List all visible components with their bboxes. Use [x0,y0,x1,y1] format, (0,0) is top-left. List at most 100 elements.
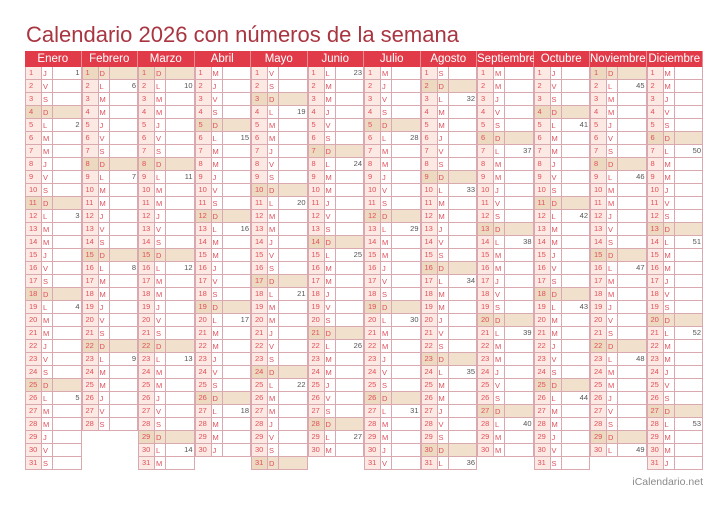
weekday-cell [493,405,504,417]
day-number: 31 [25,457,41,469]
day-row: 5 [590,119,647,132]
week-number: 12 [165,262,195,274]
day-row: 3 [81,93,138,106]
day-row: 13 [420,223,477,236]
day-number: 11 [307,197,324,209]
week-number [108,132,138,144]
day-number: 21 [533,327,550,339]
day-row: 1 [194,67,251,80]
month-header: Febrero [81,51,138,67]
weekday-cell [549,249,561,261]
day-number: 28 [25,418,41,430]
day-number: 29 [477,431,493,443]
week-number [504,93,534,105]
week-number [165,119,195,131]
day-row: 21 [590,327,647,340]
day-number: 7 [364,145,380,157]
day-number: 31 [138,457,154,469]
day-row: 25 [590,379,647,392]
day-number: 15 [307,249,324,261]
day-number: 2 [477,80,493,92]
day-number: 20 [194,314,211,326]
week-number [617,379,647,391]
day-row: 16 [420,262,477,275]
weekday-cell [210,93,222,105]
weekday-cell [41,145,52,157]
weekday-cell [380,262,391,274]
day-row: 11 [533,197,590,210]
day-number: 15 [81,249,98,261]
week-number [52,80,82,92]
week-number [617,340,647,352]
week-number [673,171,703,183]
week-number [334,366,364,378]
day-row: 14 51 [646,236,703,249]
day-number: 28 [138,418,154,430]
week-number [108,119,138,131]
day-row: 7 [533,145,590,158]
day-number: 16 [420,262,437,274]
day-row: 14 [194,236,251,249]
day-row: 25 [477,379,534,392]
day-number: 28 [364,418,380,430]
week-number: 15 [221,132,251,144]
day-number: 20 [81,314,98,326]
weekday-cell [210,106,222,118]
week-number [504,301,534,313]
week-number [504,249,534,261]
weekday-cell [549,301,561,313]
day-number: 16 [81,262,98,274]
day-number: 27 [25,405,41,417]
weekday-cell [606,132,617,144]
day-row: 25 [307,379,364,392]
week-number [334,288,364,300]
day-row: 28 [25,418,82,431]
week-number [52,249,82,261]
weekday-cell [493,353,504,365]
day-row: 24 [25,366,82,379]
empty-row [195,457,252,470]
day-number: 10 [251,184,267,196]
week-number [391,418,421,430]
weekday-cell [323,379,335,391]
weekday-cell [380,314,391,326]
week-number [447,392,477,404]
day-number: 27 [477,405,493,417]
week-number [221,418,251,430]
weekday-cell [210,314,222,326]
day-number: 6 [194,132,211,144]
weekday-cell [493,93,504,105]
weekday-cell [493,236,504,248]
week-number [617,327,647,339]
day-row: 22 [138,340,195,353]
week-number: 6 [108,80,138,92]
day-number: 17 [307,275,324,287]
weekday-cell [323,275,335,287]
day-row: 11 [307,197,364,210]
day-number: 11 [251,197,267,209]
week-number: 36 [447,457,477,469]
day-number: 1 [81,67,98,79]
week-number [560,184,590,196]
day-row: 15 [194,249,251,262]
weekday-cell [549,457,561,469]
day-row: 23 [477,353,534,366]
weekday-cell [97,275,109,287]
week-number [165,301,195,313]
day-row: 23 [251,353,308,366]
weekday-cell [323,171,335,183]
week-number [278,366,308,378]
weekday-cell [436,184,448,196]
day-row: 1 [533,67,590,80]
day-row: 24 [477,366,534,379]
week-number [560,418,590,430]
day-row: 7 [138,145,195,158]
week-number [221,301,251,313]
day-row: 25 [533,379,590,392]
weekday-cell [549,80,561,92]
day-number: 17 [251,275,267,287]
weekday-cell [493,327,504,339]
day-row: 12 [194,210,251,223]
day-number: 11 [533,197,550,209]
